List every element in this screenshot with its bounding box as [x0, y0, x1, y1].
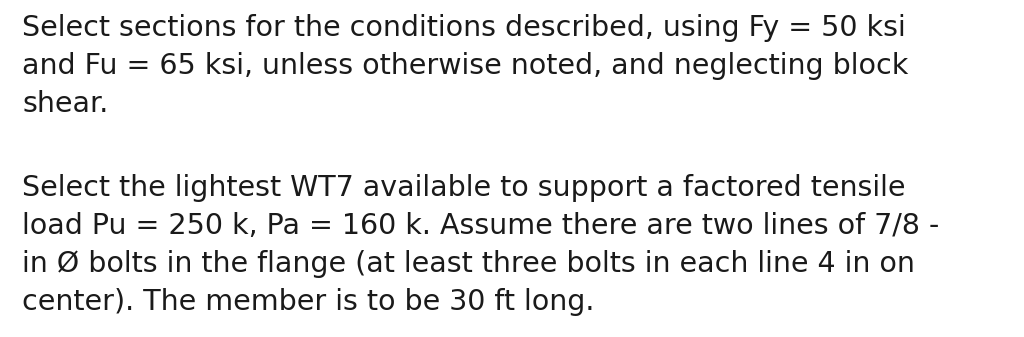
Text: Select sections for the conditions described, using Fy = 50 ksi
and Fu = 65 ksi,: Select sections for the conditions descr… [22, 14, 908, 118]
Text: Select the lightest WT7 available to support a factored tensile
load Pu = 250 k,: Select the lightest WT7 available to sup… [22, 174, 939, 316]
